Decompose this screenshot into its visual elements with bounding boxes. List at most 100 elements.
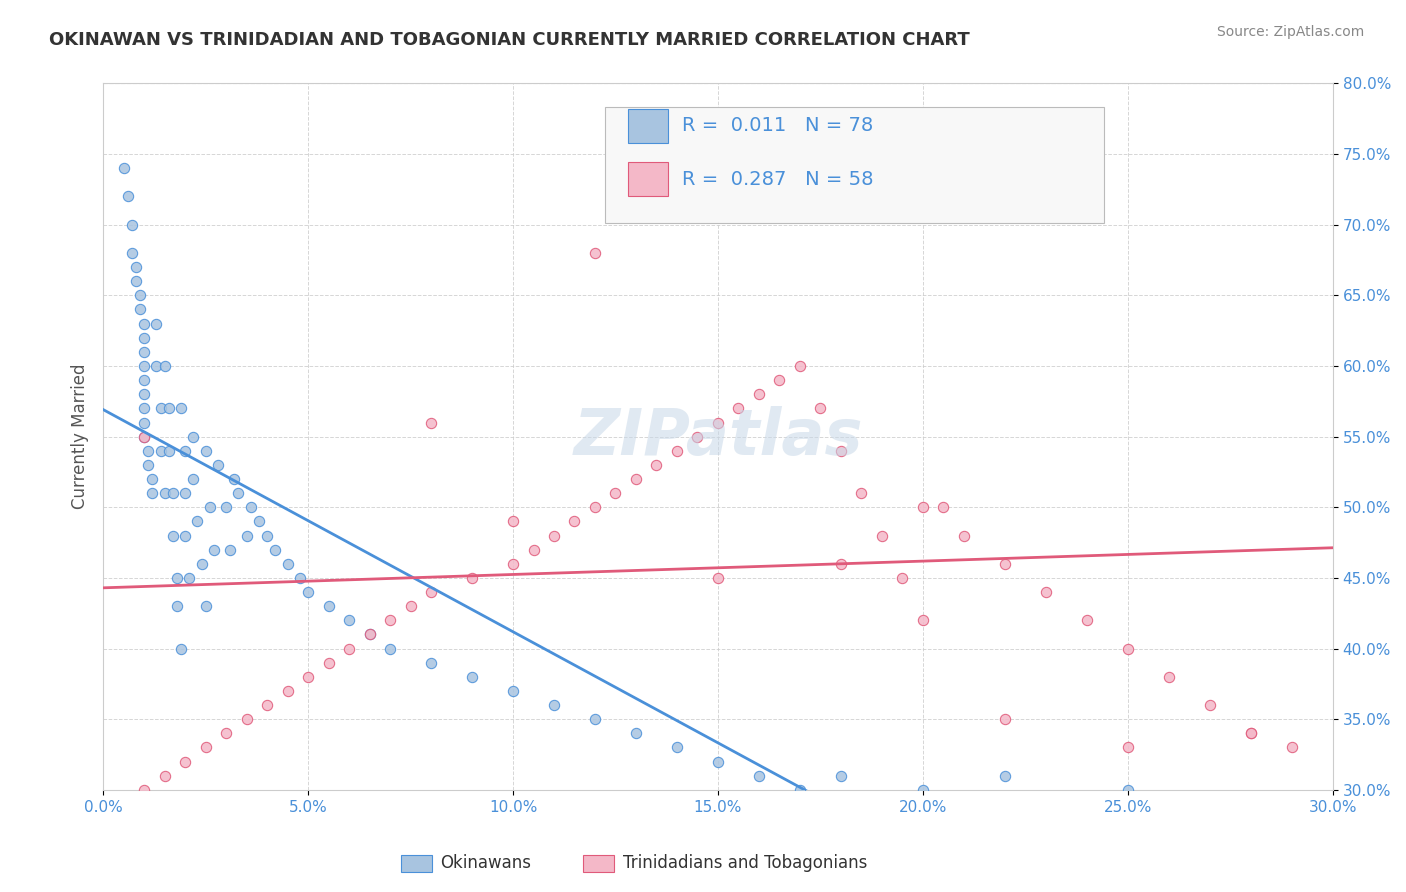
Point <box>686 430 709 444</box>
Point <box>179 571 201 585</box>
Point <box>134 359 156 373</box>
Point <box>707 755 730 769</box>
Point <box>994 712 1017 726</box>
Point <box>141 486 163 500</box>
Point <box>235 712 257 726</box>
Point <box>337 641 360 656</box>
Point <box>149 443 172 458</box>
Point <box>891 571 914 585</box>
Point <box>228 486 250 500</box>
Point <box>1076 613 1098 627</box>
Point <box>207 458 229 472</box>
Point <box>121 218 143 232</box>
Point <box>297 585 319 599</box>
Point <box>420 416 443 430</box>
Point <box>125 274 148 288</box>
Point <box>1240 726 1263 740</box>
Point <box>134 430 156 444</box>
Point <box>911 500 934 515</box>
Point <box>911 613 934 627</box>
Point <box>174 755 197 769</box>
Point <box>149 401 172 416</box>
Point <box>665 443 688 458</box>
Point <box>1240 726 1263 740</box>
Point <box>789 359 811 373</box>
Point <box>170 641 193 656</box>
Point <box>851 486 873 500</box>
Point <box>194 599 217 614</box>
Point <box>141 472 163 486</box>
Point <box>136 443 159 458</box>
Point <box>134 401 156 416</box>
Point <box>277 557 299 571</box>
Point <box>162 528 184 542</box>
Point <box>117 189 139 203</box>
Point <box>194 443 217 458</box>
Point <box>420 656 443 670</box>
Point <box>378 641 401 656</box>
Point <box>215 500 238 515</box>
Point <box>830 769 852 783</box>
Point <box>810 401 832 416</box>
Point <box>181 472 204 486</box>
Point <box>112 161 135 176</box>
Text: R =  0.011   N = 78: R = 0.011 N = 78 <box>682 116 873 136</box>
Point <box>337 613 360 627</box>
Point <box>198 500 221 515</box>
Point <box>727 401 749 416</box>
Point <box>134 416 156 430</box>
Point <box>420 585 443 599</box>
Point <box>134 317 156 331</box>
Point <box>215 726 238 740</box>
Point <box>288 571 311 585</box>
Point <box>994 557 1017 571</box>
Point <box>830 443 852 458</box>
Point <box>748 387 770 401</box>
Point <box>145 317 167 331</box>
Point <box>157 443 180 458</box>
Point <box>264 542 287 557</box>
Point <box>502 684 524 698</box>
Point <box>1116 740 1139 755</box>
Point <box>645 458 668 472</box>
Point <box>748 769 770 783</box>
Point <box>1198 698 1220 712</box>
Point <box>235 528 257 542</box>
Point <box>256 698 278 712</box>
Point <box>522 542 544 557</box>
Point <box>564 515 586 529</box>
Point <box>247 515 270 529</box>
Text: Source: ZipAtlas.com: Source: ZipAtlas.com <box>1216 25 1364 39</box>
Point <box>174 443 197 458</box>
Point <box>359 627 381 641</box>
Point <box>789 782 811 797</box>
Point <box>174 486 197 500</box>
Text: Okinawans: Okinawans <box>440 855 531 872</box>
Point <box>994 769 1017 783</box>
Point <box>129 288 152 302</box>
Point <box>181 430 204 444</box>
Point <box>134 387 156 401</box>
Point <box>219 542 242 557</box>
Point <box>870 528 893 542</box>
Point <box>543 698 565 712</box>
Point <box>186 515 208 529</box>
Point <box>174 528 197 542</box>
Point <box>166 571 188 585</box>
Point <box>1281 740 1303 755</box>
Point <box>202 542 225 557</box>
Point <box>256 528 278 542</box>
Point <box>297 670 319 684</box>
Point <box>190 557 212 571</box>
Point <box>170 401 193 416</box>
Point <box>461 670 484 684</box>
Point <box>153 359 176 373</box>
Point <box>162 486 184 500</box>
Point <box>129 302 152 317</box>
Y-axis label: Currently Married: Currently Married <box>72 364 89 509</box>
Point <box>583 500 606 515</box>
Point <box>145 359 167 373</box>
Point <box>1116 782 1139 797</box>
Point <box>953 528 976 542</box>
Point <box>153 486 176 500</box>
